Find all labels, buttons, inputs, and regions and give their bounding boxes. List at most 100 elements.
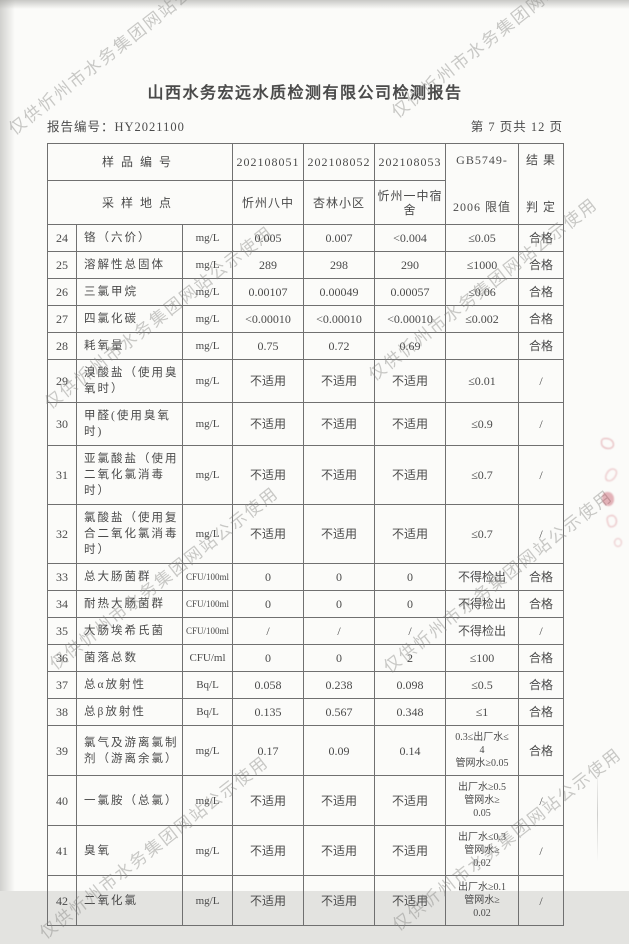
value-sample-3: 0.14 <box>374 725 447 776</box>
value-sample-1: 0.00107 <box>232 278 305 306</box>
row-number: 26 <box>47 278 77 306</box>
table-row: 30 甲醛(使用臭氧时) mg/L 不适用 不适用 不适用 ≤0.9/ <box>47 402 565 446</box>
result: 合格 <box>518 332 565 360</box>
result-label-line2: 判 定 <box>526 200 557 214</box>
scan-edge-top <box>0 0 629 9</box>
row-number: 40 <box>47 775 77 826</box>
item-name: 甲醛(使用臭氧时) <box>76 402 183 446</box>
limit: 出厂水≥0.5 管网水≥ 0.05 <box>445 775 520 826</box>
unit: mg/L <box>181 332 234 360</box>
limit: 不得检出 <box>445 590 520 618</box>
value-sample-3: 0.098 <box>374 671 447 699</box>
row-number: 36 <box>47 644 77 672</box>
unit: mg/L <box>181 775 234 826</box>
report-meta-row: 报告编号：HY2021100 第 7 页共 12 页 <box>47 116 563 135</box>
value-sample-2: 不适用 <box>303 402 376 446</box>
location-3: 忻州一中宿舍 <box>374 180 447 225</box>
limit: ≤0.01 <box>445 359 520 403</box>
table-row: 34 耐热大肠菌群 CFU/100ml 0 0 0 不得检出 合格 <box>47 590 565 618</box>
result: / <box>518 445 565 505</box>
paper-crease <box>597 766 598 862</box>
value-sample-1: 不适用 <box>232 445 305 505</box>
table-body: 24 铬（六价） mg/L 0.005 0.007 <0.004 ≤0.05 合格 25 溶解性总… <box>47 224 565 926</box>
item-name: 菌落总数 <box>76 644 183 672</box>
result: 合格 <box>518 224 565 252</box>
result: / <box>518 617 565 645</box>
red-stamp-mark <box>614 538 622 547</box>
value-sample-1: 不适用 <box>232 825 305 876</box>
result: 合格 <box>518 278 565 306</box>
item-name: 一氯胺（总氯） <box>76 775 183 826</box>
unit: mg/L <box>181 359 234 403</box>
table-row: 41 臭氧 mg/L 不适用 不适用 不适用 出厂水≤0.3 管网水≥ 0.02/ <box>47 825 565 876</box>
page-title: 山西水务宏远水质检测有限公司检测报告 <box>147 85 463 102</box>
result: 合格 <box>518 563 565 591</box>
unit: mg/L <box>181 725 234 776</box>
row-number: 24 <box>47 224 77 252</box>
limit: 出厂水≥0.1 管网水≥ 0.02 <box>445 875 520 926</box>
header-row-sample-id: 样品编号 202108051 202108052 202108053 GB574… <box>46 142 565 225</box>
value-sample-3: 0.69 <box>374 332 447 360</box>
row-number: 37 <box>47 671 77 699</box>
red-stamp-mark <box>603 466 619 484</box>
value-sample-3: 0.00057 <box>374 278 447 306</box>
value-sample-3: 不适用 <box>374 504 447 564</box>
result-header: 结 果 判 定 <box>518 143 565 225</box>
value-sample-1: 0.005 <box>232 224 305 252</box>
value-sample-2: 0.567 <box>303 698 376 726</box>
limit: 不得检出 <box>445 617 520 645</box>
row-number: 28 <box>47 332 77 360</box>
value-sample-2: 0.00049 <box>303 278 376 306</box>
row-number: 33 <box>47 563 77 591</box>
location-1: 忻州八中 <box>232 180 305 225</box>
value-sample-1: 0 <box>232 644 305 672</box>
result: 合格 <box>518 305 565 333</box>
unit: mg/L <box>181 224 234 252</box>
unit: Bq/L <box>181 671 234 699</box>
water-quality-table: 样品编号 202108051 202108052 202108053 GB574… <box>46 142 565 926</box>
row-number: 32 <box>47 504 77 564</box>
item-name: 四氯化碳 <box>76 305 183 333</box>
report-number: 报告编号：HY2021100 <box>47 120 185 134</box>
item-name: 总β放射性 <box>76 698 183 726</box>
red-stamp-mark <box>601 438 614 449</box>
value-sample-3: <0.00010 <box>374 305 447 333</box>
value-sample-3: 不适用 <box>374 875 447 926</box>
unit: Bq/L <box>181 698 234 726</box>
item-name: 溴酸盐（使用臭氧时） <box>76 359 183 403</box>
standard-name: GB5749- <box>456 153 508 167</box>
red-stamp-mark <box>605 513 619 529</box>
limit: 出厂水≤0.3 管网水≥ 0.02 <box>445 825 520 876</box>
item-name: 三氯甲烷 <box>76 278 183 306</box>
limit: 不得检出 <box>445 563 520 591</box>
value-sample-1: 0.75 <box>232 332 305 360</box>
red-stamp-mark <box>602 492 614 506</box>
value-sample-1: 不适用 <box>232 402 305 446</box>
unit: mg/L <box>181 278 234 306</box>
unit: mg/L <box>181 875 234 926</box>
value-sample-2: 0 <box>303 644 376 672</box>
value-sample-2: 不适用 <box>303 825 376 876</box>
row-number: 29 <box>47 359 77 403</box>
value-sample-3: 0.348 <box>374 698 447 726</box>
row-number: 30 <box>47 402 77 446</box>
page-indicator: 第 7 页共 12 页 <box>470 120 563 134</box>
limit: ≤0.9 <box>445 402 520 446</box>
result: 合格 <box>518 251 565 279</box>
item-name: 耗氧量 <box>76 332 183 360</box>
value-sample-1: 289 <box>232 251 305 279</box>
value-sample-1: 不适用 <box>232 359 305 403</box>
result-label-line1: 结 果 <box>526 153 557 167</box>
unit: CFU/ml <box>181 644 234 672</box>
unit: mg/L <box>181 825 234 876</box>
result: / <box>518 775 565 826</box>
limit <box>445 332 520 360</box>
limit: ≤100 <box>445 644 520 672</box>
value-sample-1: 0.17 <box>232 725 305 776</box>
row-number: 34 <box>47 590 77 618</box>
table-row: 29 溴酸盐（使用臭氧时） mg/L 不适用 不适用 不适用 ≤0.01/ <box>47 359 565 403</box>
value-sample-2: 0.09 <box>303 725 376 776</box>
row-number: 38 <box>47 698 77 726</box>
unit: mg/L <box>181 445 234 505</box>
item-name: 二氧化氯 <box>76 875 183 926</box>
